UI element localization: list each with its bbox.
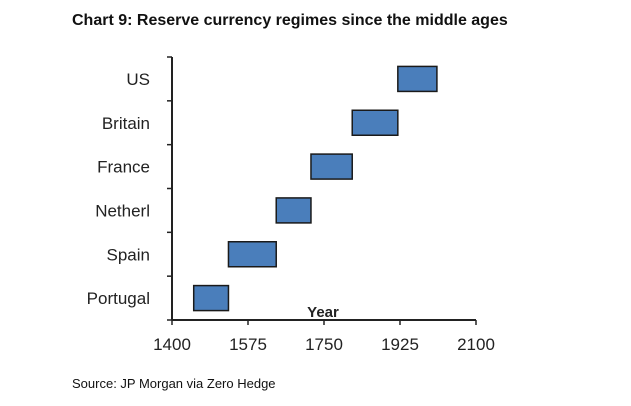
category-labels-group: Portugal Spain Netherl France Britain US (87, 70, 150, 308)
bars-group (192, 65, 438, 312)
bar-france (310, 153, 353, 180)
chart-title: Chart 9: Reserve currency regimes since … (72, 12, 508, 29)
x-tick-label-1925: 1925 (381, 335, 419, 354)
x-tick-label-1575: 1575 (229, 335, 267, 354)
category-label-us: US (126, 70, 150, 89)
bar-us (397, 65, 438, 93)
category-label-portugal: Portugal (87, 289, 150, 308)
bar-spain (227, 241, 277, 268)
bar-netherl (275, 197, 312, 224)
category-label-spain: Spain (107, 245, 150, 264)
x-tick-label-1750: 1750 (305, 335, 343, 354)
category-label-netherl: Netherl (95, 201, 150, 220)
bar-britain (351, 109, 399, 136)
category-label-france: France (97, 158, 150, 177)
category-label-britain: Britain (102, 114, 150, 133)
x-tick-label-2100: 2100 (457, 335, 495, 354)
x-axis-label: Year (307, 304, 339, 321)
tick-labels-group: 1400 1575 1750 1925 2100 (153, 335, 495, 354)
bar-portugal (192, 284, 230, 312)
source-note: Source: JP Morgan via Zero Hedge (72, 376, 276, 391)
axes-group (167, 56, 477, 325)
x-tick-label-1400: 1400 (153, 335, 191, 354)
